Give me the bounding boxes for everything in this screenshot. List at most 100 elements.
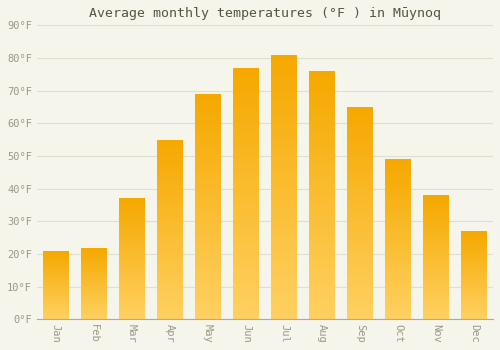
Bar xyxy=(156,176,183,179)
Bar xyxy=(460,265,487,266)
Bar xyxy=(422,300,450,302)
Bar xyxy=(460,279,487,281)
Bar xyxy=(346,120,374,124)
Bar xyxy=(118,249,145,252)
Bar xyxy=(270,193,297,198)
Bar xyxy=(42,260,69,262)
Bar xyxy=(42,285,69,287)
Bar xyxy=(460,303,487,305)
Bar xyxy=(422,257,450,260)
Bar xyxy=(118,201,145,203)
Bar xyxy=(422,203,450,205)
Bar xyxy=(118,302,145,305)
Bar xyxy=(80,284,107,285)
Bar xyxy=(232,103,259,108)
Bar xyxy=(42,256,69,258)
Bar xyxy=(232,244,259,249)
Bar xyxy=(384,226,411,230)
Bar xyxy=(346,171,374,175)
Bar xyxy=(232,209,259,214)
Bar xyxy=(42,252,69,253)
Bar xyxy=(422,225,450,228)
Bar xyxy=(156,161,183,165)
Bar xyxy=(194,238,221,243)
Bar xyxy=(80,252,107,253)
Bar xyxy=(308,155,336,160)
Bar xyxy=(118,242,145,244)
Bar xyxy=(232,269,259,274)
Bar xyxy=(194,261,221,265)
Bar xyxy=(194,234,221,238)
Bar xyxy=(270,161,297,166)
Bar xyxy=(42,277,69,278)
Bar xyxy=(270,182,297,187)
Bar xyxy=(232,183,259,189)
Bar xyxy=(270,176,297,182)
Bar xyxy=(460,284,487,286)
Bar xyxy=(460,314,487,316)
Bar xyxy=(194,292,221,297)
Bar xyxy=(346,315,374,320)
Bar xyxy=(232,168,259,174)
Bar xyxy=(42,296,69,297)
Bar xyxy=(232,198,259,204)
Bar xyxy=(232,118,259,123)
Bar xyxy=(460,251,487,252)
Bar xyxy=(308,160,336,166)
Bar xyxy=(384,204,411,207)
Bar xyxy=(118,261,145,264)
Bar xyxy=(422,228,450,230)
Bar xyxy=(346,205,374,209)
Bar xyxy=(460,254,487,256)
Bar xyxy=(194,284,221,288)
Bar xyxy=(118,257,145,259)
Bar xyxy=(80,302,107,303)
Title: Average monthly temperatures (°F ) in Mūynoq: Average monthly temperatures (°F ) in Mū… xyxy=(89,7,441,20)
Bar xyxy=(156,240,183,244)
Bar xyxy=(156,266,183,269)
Bar xyxy=(232,289,259,294)
Bar xyxy=(422,232,450,235)
Bar xyxy=(118,225,145,228)
Bar xyxy=(384,239,411,243)
Bar xyxy=(194,216,221,220)
Bar xyxy=(346,145,374,149)
Bar xyxy=(270,214,297,219)
Bar xyxy=(308,275,336,280)
Bar xyxy=(42,308,69,310)
Bar xyxy=(42,280,69,281)
Bar xyxy=(384,265,411,268)
Bar xyxy=(308,304,336,309)
Bar xyxy=(308,300,336,304)
Bar xyxy=(194,139,221,144)
Bar xyxy=(460,291,487,293)
Bar xyxy=(80,281,107,282)
Bar xyxy=(80,308,107,309)
Bar xyxy=(156,226,183,230)
Bar xyxy=(346,294,374,298)
Bar xyxy=(194,193,221,198)
Bar xyxy=(308,195,336,200)
Bar xyxy=(156,284,183,287)
Bar xyxy=(346,188,374,192)
Bar xyxy=(308,126,336,131)
Bar xyxy=(308,166,336,170)
Bar xyxy=(308,185,336,190)
Bar xyxy=(156,276,183,280)
Bar xyxy=(270,256,297,261)
Bar xyxy=(308,175,336,180)
Bar xyxy=(308,200,336,205)
Bar xyxy=(384,243,411,246)
Bar xyxy=(270,303,297,309)
Bar xyxy=(232,274,259,279)
Bar xyxy=(118,281,145,283)
Bar xyxy=(42,290,69,292)
Bar xyxy=(308,71,336,76)
Bar xyxy=(384,217,411,220)
Bar xyxy=(80,256,107,258)
Bar xyxy=(80,247,107,249)
Bar xyxy=(422,235,450,237)
Bar xyxy=(308,190,336,195)
Bar xyxy=(42,263,69,265)
Bar xyxy=(232,73,259,78)
